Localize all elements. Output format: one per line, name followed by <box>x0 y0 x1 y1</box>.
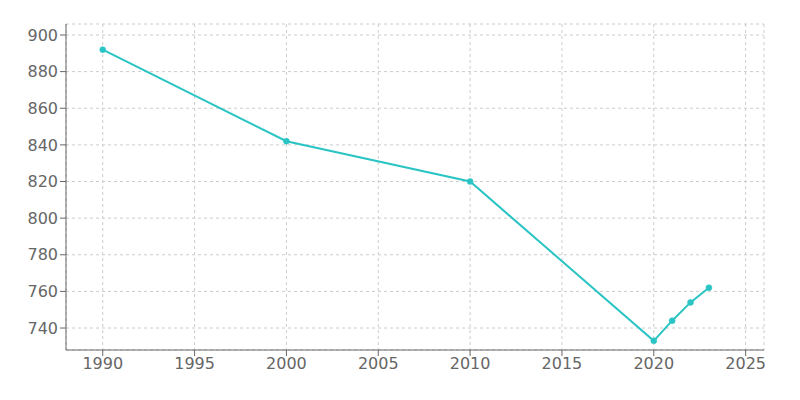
svg-text:2010: 2010 <box>450 354 491 373</box>
svg-text:780: 780 <box>27 245 58 264</box>
svg-text:2025: 2025 <box>725 354 766 373</box>
svg-text:2015: 2015 <box>542 354 583 373</box>
svg-text:840: 840 <box>27 136 58 155</box>
svg-text:900: 900 <box>27 26 58 45</box>
svg-text:2005: 2005 <box>358 354 399 373</box>
svg-text:2020: 2020 <box>633 354 674 373</box>
svg-text:820: 820 <box>27 172 58 191</box>
svg-text:2000: 2000 <box>266 354 307 373</box>
svg-text:1990: 1990 <box>82 354 123 373</box>
svg-text:880: 880 <box>27 62 58 81</box>
svg-text:860: 860 <box>27 99 58 118</box>
svg-text:740: 740 <box>27 319 58 338</box>
svg-text:760: 760 <box>27 282 58 301</box>
svg-text:1995: 1995 <box>174 354 215 373</box>
svg-text:800: 800 <box>27 209 58 228</box>
